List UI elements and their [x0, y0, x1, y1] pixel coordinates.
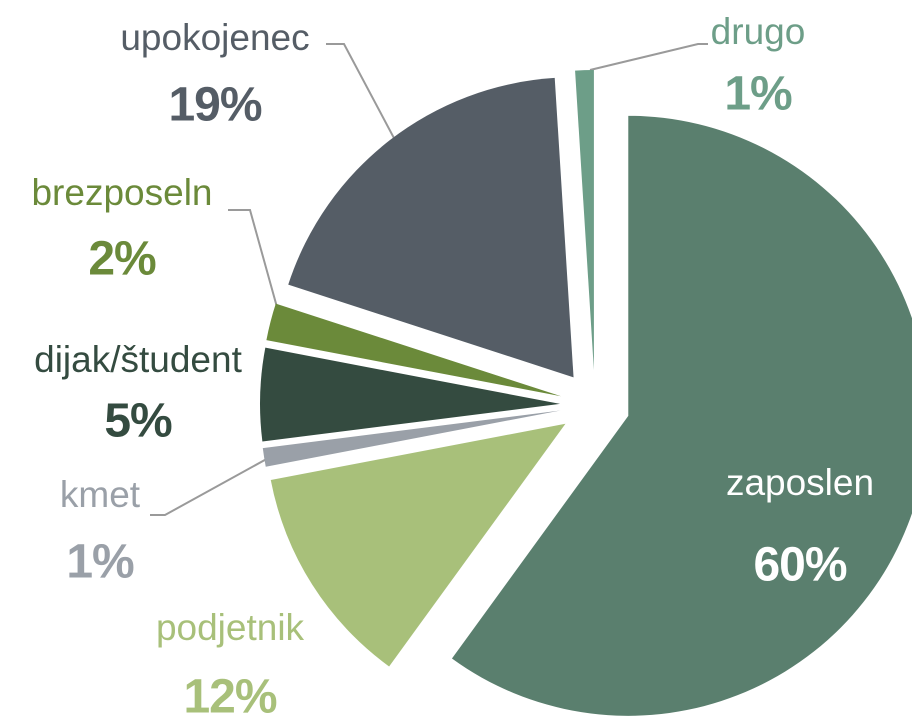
slice-label: zaposlen	[726, 462, 874, 503]
pie-slice	[575, 70, 594, 371]
slice-value: 2%	[88, 233, 156, 286]
slice-value: 60%	[753, 539, 846, 592]
pie-slice	[288, 77, 574, 378]
slice-label: podjetnik	[156, 607, 305, 648]
leader-line	[150, 455, 273, 516]
slice-label: dijak/študent	[34, 339, 242, 380]
pie-slice	[270, 423, 566, 667]
slice-value: 12%	[183, 671, 276, 723]
leader-line	[228, 209, 281, 319]
slice-value: 1%	[66, 536, 134, 589]
leader-line	[326, 43, 396, 141]
pie-slice	[260, 347, 561, 442]
leader-line	[589, 43, 708, 71]
slice-label: brezposeln	[31, 172, 212, 213]
leader-lines	[150, 43, 708, 516]
slice-label: drugo	[711, 11, 806, 52]
slice-value: 1%	[724, 68, 792, 121]
slice-label: kmet	[60, 474, 141, 515]
slice-value: 19%	[168, 79, 261, 132]
pie-slice	[262, 410, 561, 467]
slice-label: upokojenec	[120, 17, 309, 58]
slice-value: 5%	[104, 395, 172, 448]
pie-slice	[451, 115, 912, 716]
pie-slice	[266, 303, 562, 397]
